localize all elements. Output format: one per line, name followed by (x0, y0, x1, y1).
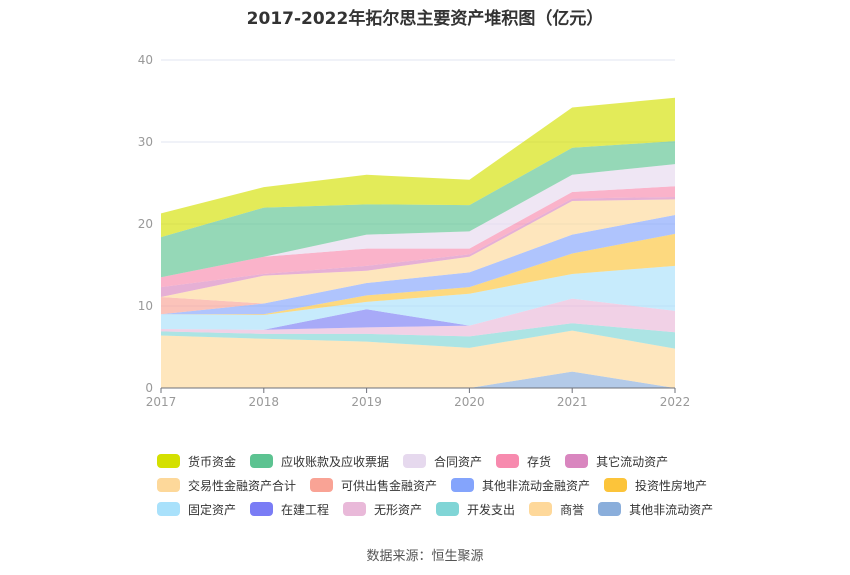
legend-label: 可供出售金融资产 (341, 478, 438, 493)
area-series-10 (161, 196, 675, 297)
legend-label: 应收账款及应收票据 (281, 454, 390, 469)
legend-label: 存货 (527, 454, 552, 469)
x-tick-label: 2022 (660, 395, 691, 409)
x-tick-label: 2021 (557, 395, 588, 409)
legend-row: 交易性金融资产合计 可供出售金融资产 其他非流动金融资产 投资性房地产 (157, 473, 717, 497)
legend-swatch (343, 502, 367, 516)
y-tick-label: 20 (138, 217, 153, 231)
x-tick-label: 2020 (454, 395, 485, 409)
legend-swatch (565, 454, 589, 468)
legend-item[interactable]: 合同资产 (403, 453, 482, 470)
legend-label: 其它流动资产 (596, 454, 669, 469)
legend-item[interactable]: 其他非流动金融资产 (451, 477, 590, 494)
legend-item[interactable]: 可供出售金融资产 (310, 477, 437, 494)
legend-item[interactable]: 无形资产 (343, 501, 422, 518)
legend-swatch (310, 478, 334, 492)
area-series-2 (161, 323, 675, 349)
area-series-5 (161, 265, 675, 330)
legend-item[interactable]: 投资性房地产 (604, 477, 707, 494)
legend-item[interactable]: 其它流动资产 (565, 453, 668, 470)
legend-row: 固定资产 在建工程 无形资产 开发支出 商誉 其他非流动资产 (157, 497, 717, 521)
legend-item[interactable]: 在建工程 (250, 501, 329, 518)
chart-legend: 货币资金 应收账款及应收票据 合同资产 存货 其它流动资产交易性金融资产合计 可供出售金融… (157, 449, 717, 521)
legend-item[interactable]: 开发支出 (436, 501, 515, 518)
legend-item[interactable]: 应收账款及应收票据 (250, 453, 389, 470)
x-tick-label: 2018 (249, 395, 280, 409)
legend-item[interactable]: 固定资产 (157, 501, 236, 518)
legend-swatch (157, 502, 180, 516)
legend-swatch (250, 502, 274, 516)
area-series-3 (161, 298, 675, 337)
legend-item[interactable]: 存货 (496, 453, 551, 470)
legend-item[interactable]: 货币资金 (157, 453, 236, 470)
chart-title: 2017-2022年拓尔思主要资产堆积图（亿元） (246, 9, 604, 29)
legend-label: 在建工程 (281, 502, 330, 517)
legend-swatch (496, 454, 520, 468)
area-series-9 (161, 199, 675, 304)
data-source: 数据来源：恒生聚源 (366, 549, 484, 564)
legend-label: 其他非流动金融资产 (482, 478, 591, 493)
y-tick-label: 0 (145, 381, 153, 395)
legend-label: 开发支出 (467, 502, 516, 517)
legend-swatch (529, 502, 553, 516)
area-series-14 (161, 97, 675, 238)
legend-swatch (157, 478, 180, 492)
legend-item[interactable]: 其他非流动资产 (598, 501, 713, 518)
area-series-8 (161, 214, 675, 315)
area-series-0 (161, 371, 675, 388)
legend-label: 合同资产 (434, 454, 483, 469)
legend-swatch (598, 502, 622, 516)
x-tick-label: 2019 (351, 395, 382, 409)
area-series-1 (161, 330, 675, 388)
legend-swatch (250, 454, 274, 468)
legend-label: 商誉 (560, 502, 585, 517)
legend-label: 其他非流动资产 (629, 502, 714, 517)
area-series-4 (161, 298, 675, 330)
y-tick-label: 10 (138, 299, 153, 313)
legend-label: 无形资产 (374, 502, 423, 517)
legend-label: 交易性金融资产合计 (188, 478, 297, 493)
stacked-area-chart: 0 10 20 30 40 2017 2018 2019 2020 2021 2022 (138, 53, 691, 409)
legend-swatch (157, 454, 180, 468)
legend-swatch (403, 454, 427, 468)
legend-swatch (451, 478, 475, 492)
area-series-11 (161, 186, 675, 288)
legend-swatch (604, 478, 628, 492)
x-tick-label: 2017 (146, 395, 177, 409)
y-tick-label: 40 (138, 53, 153, 67)
area-series-13 (161, 141, 675, 278)
legend-row: 货币资金 应收账款及应收票据 合同资产 存货 其它流动资产 (157, 449, 717, 473)
legend-label: 投资性房地产 (635, 478, 708, 493)
legend-label: 固定资产 (188, 502, 237, 517)
legend-item[interactable]: 交易性金融资产合计 (157, 477, 296, 494)
legend-label: 货币资金 (188, 454, 237, 469)
legend-item[interactable]: 商誉 (529, 501, 584, 518)
y-tick-label: 30 (138, 135, 153, 149)
area-series-12 (161, 164, 675, 278)
legend-swatch (436, 502, 460, 516)
area-series-7 (161, 214, 675, 315)
